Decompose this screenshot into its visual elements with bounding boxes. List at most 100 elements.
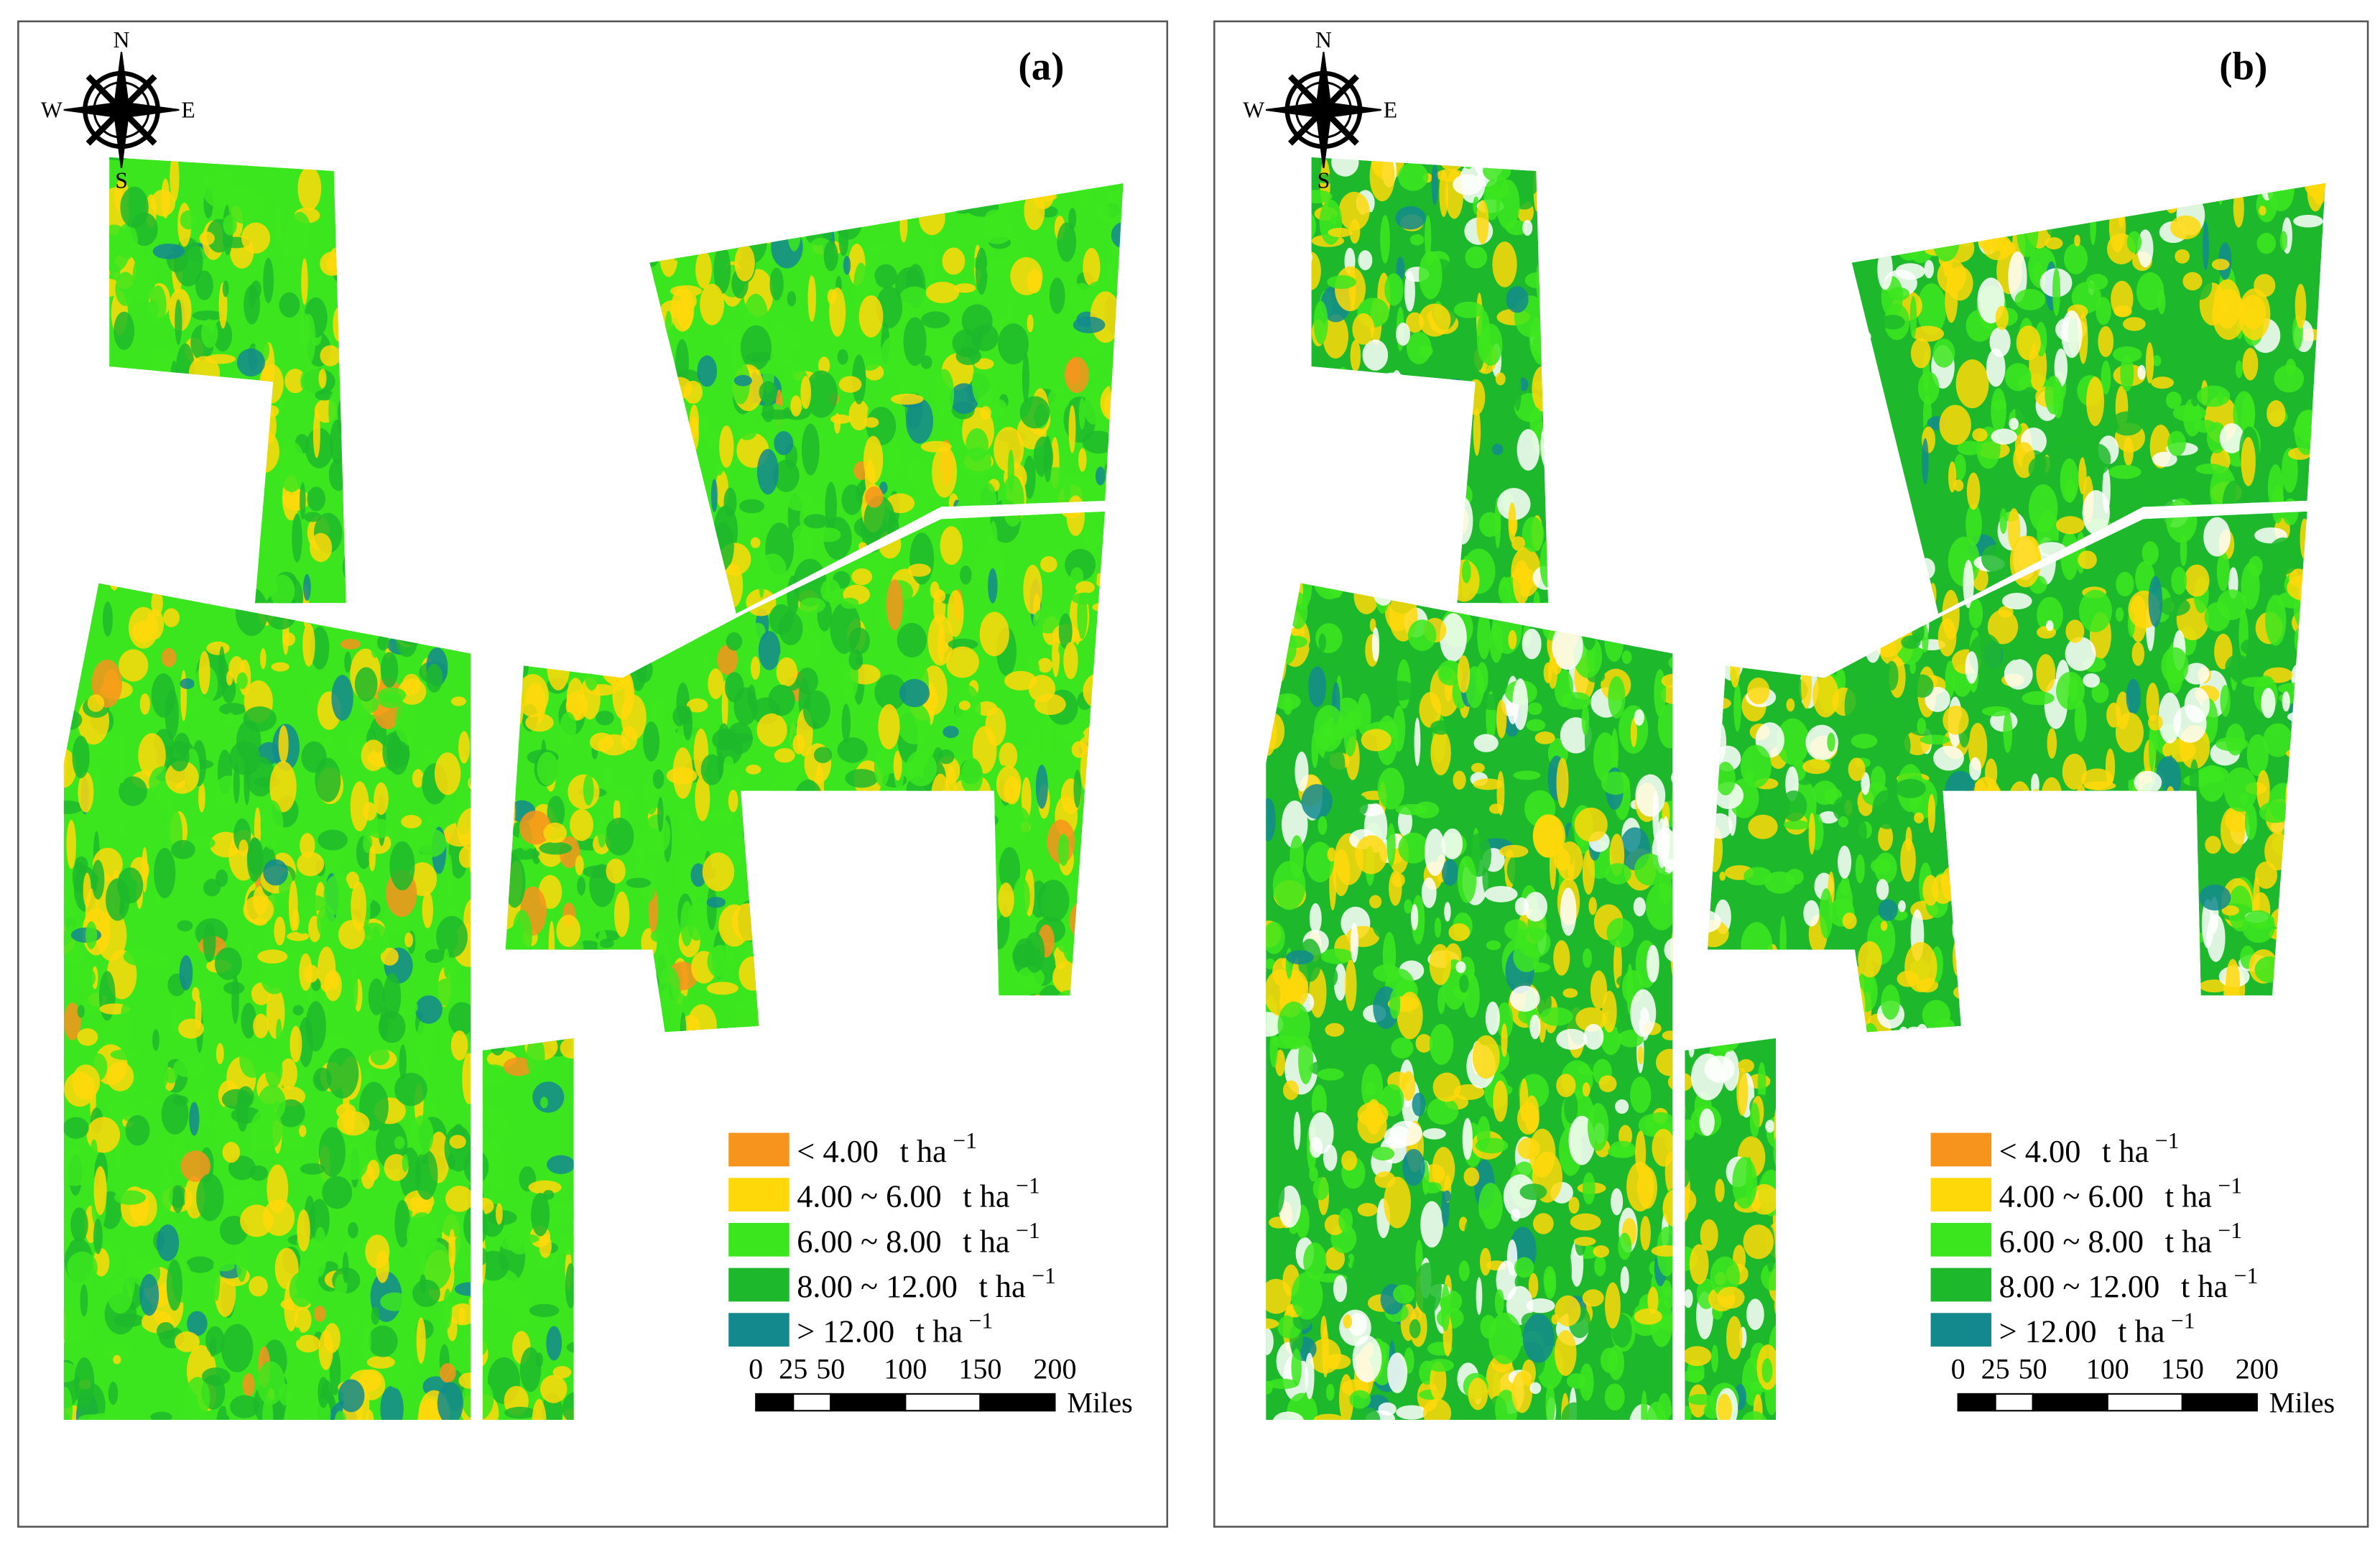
- field-texture: [126, 1247, 136, 1298]
- legend-range: 6.00 ~ 8.00: [797, 1223, 941, 1259]
- field-texture: [1375, 1032, 1385, 1074]
- field-texture: [750, 622, 766, 641]
- legend-label: 8.00 ~ 12.00 t ha −1: [797, 1263, 1056, 1304]
- field-texture: [906, 398, 934, 444]
- field-texture: [1884, 660, 1899, 691]
- field-texture: [279, 1383, 292, 1406]
- field-texture: [602, 762, 613, 793]
- field-texture: [1068, 208, 1077, 229]
- field-texture: [837, 348, 848, 365]
- field-texture: [1473, 407, 1481, 456]
- field-texture: [199, 231, 215, 246]
- field-texture: [726, 836, 745, 867]
- field-texture: [986, 257, 1010, 281]
- field-texture: [707, 885, 717, 931]
- field-texture: [2191, 392, 2199, 407]
- field-texture: [1803, 900, 1820, 927]
- field-texture: [706, 982, 738, 995]
- field-texture: [1401, 1071, 1416, 1102]
- field-texture: [1463, 1167, 1480, 1186]
- field-texture: [1880, 920, 1888, 931]
- field-texture: [351, 881, 366, 931]
- field-texture: [1398, 832, 1429, 864]
- field-texture: [1508, 629, 1517, 650]
- field-texture: [1274, 693, 1301, 711]
- field-texture: [283, 1155, 292, 1169]
- field-texture: [335, 1411, 346, 1421]
- field-texture: [440, 1214, 466, 1237]
- field-texture: [1719, 871, 1726, 881]
- field-texture: [1057, 222, 1077, 262]
- field-texture: [96, 909, 127, 961]
- field-texture: [1496, 1002, 1514, 1039]
- field-texture: [1986, 348, 2006, 387]
- field-texture: [294, 1306, 312, 1333]
- field-texture: [417, 1015, 436, 1067]
- field-texture: [790, 395, 802, 417]
- field-texture: [297, 166, 322, 211]
- field-texture: [1266, 1012, 1284, 1037]
- field-texture: [1434, 917, 1442, 938]
- field-texture: [1740, 744, 1772, 788]
- field-texture: [1851, 734, 1878, 749]
- field-texture: [787, 291, 797, 307]
- field-texture: [2096, 297, 2111, 326]
- field-texture: [1419, 692, 1442, 728]
- field-texture: [378, 1010, 406, 1043]
- field-texture: [994, 427, 1024, 473]
- field-texture: [1600, 1347, 1619, 1373]
- field-texture: [1583, 1023, 1604, 1050]
- field-texture: [1687, 1394, 1715, 1405]
- field-texture: [1313, 1413, 1344, 1421]
- field-texture: [299, 1125, 307, 1137]
- field-texture: [120, 186, 149, 228]
- field-texture: [338, 1344, 348, 1359]
- field-texture: [2184, 564, 2210, 597]
- field-texture: [1439, 170, 1449, 217]
- field-texture: [899, 678, 930, 708]
- field-texture: [1621, 650, 1632, 665]
- legend-exponent: −1: [953, 1128, 977, 1153]
- field-texture: [769, 267, 784, 301]
- field-texture: [233, 763, 240, 804]
- field-texture: [865, 486, 884, 508]
- field-texture: [1618, 1232, 1632, 1260]
- field-texture: [246, 837, 262, 882]
- field-texture: [425, 663, 443, 693]
- field-texture: [253, 1013, 269, 1039]
- scale-segment: [830, 1393, 907, 1412]
- field-texture: [962, 447, 992, 478]
- field-texture: [63, 1145, 91, 1186]
- field-texture: [2233, 391, 2256, 437]
- field-texture: [1715, 762, 1736, 795]
- scale-label: 50: [816, 1353, 845, 1385]
- field-texture: [107, 1278, 133, 1314]
- field-texture: [1465, 666, 1484, 708]
- field-texture: [1352, 313, 1375, 345]
- field-texture: [985, 706, 1006, 747]
- field-texture: [404, 932, 413, 948]
- field-texture: [344, 651, 352, 673]
- field-texture: [845, 769, 879, 788]
- field-texture: [445, 1186, 474, 1212]
- field-texture: [264, 1051, 283, 1088]
- field-texture: [1593, 1245, 1610, 1258]
- field-texture: [2141, 541, 2159, 565]
- field-texture: [77, 1028, 98, 1046]
- field-texture: [1350, 922, 1358, 963]
- field-texture: [1022, 353, 1029, 403]
- field-texture: [1343, 719, 1357, 757]
- field-texture: [1412, 1092, 1426, 1117]
- field-texture: [161, 178, 170, 219]
- field-texture: [596, 710, 614, 726]
- field-texture: [1658, 872, 1672, 905]
- field-texture: [1568, 1196, 1580, 1214]
- field-texture: [1594, 1255, 1606, 1277]
- field-texture: [297, 1209, 310, 1252]
- field-texture: [1320, 948, 1354, 964]
- field-texture: [695, 775, 710, 821]
- field-texture: [366, 818, 393, 839]
- legend-swatch: [728, 1222, 790, 1257]
- field-texture: [180, 678, 195, 689]
